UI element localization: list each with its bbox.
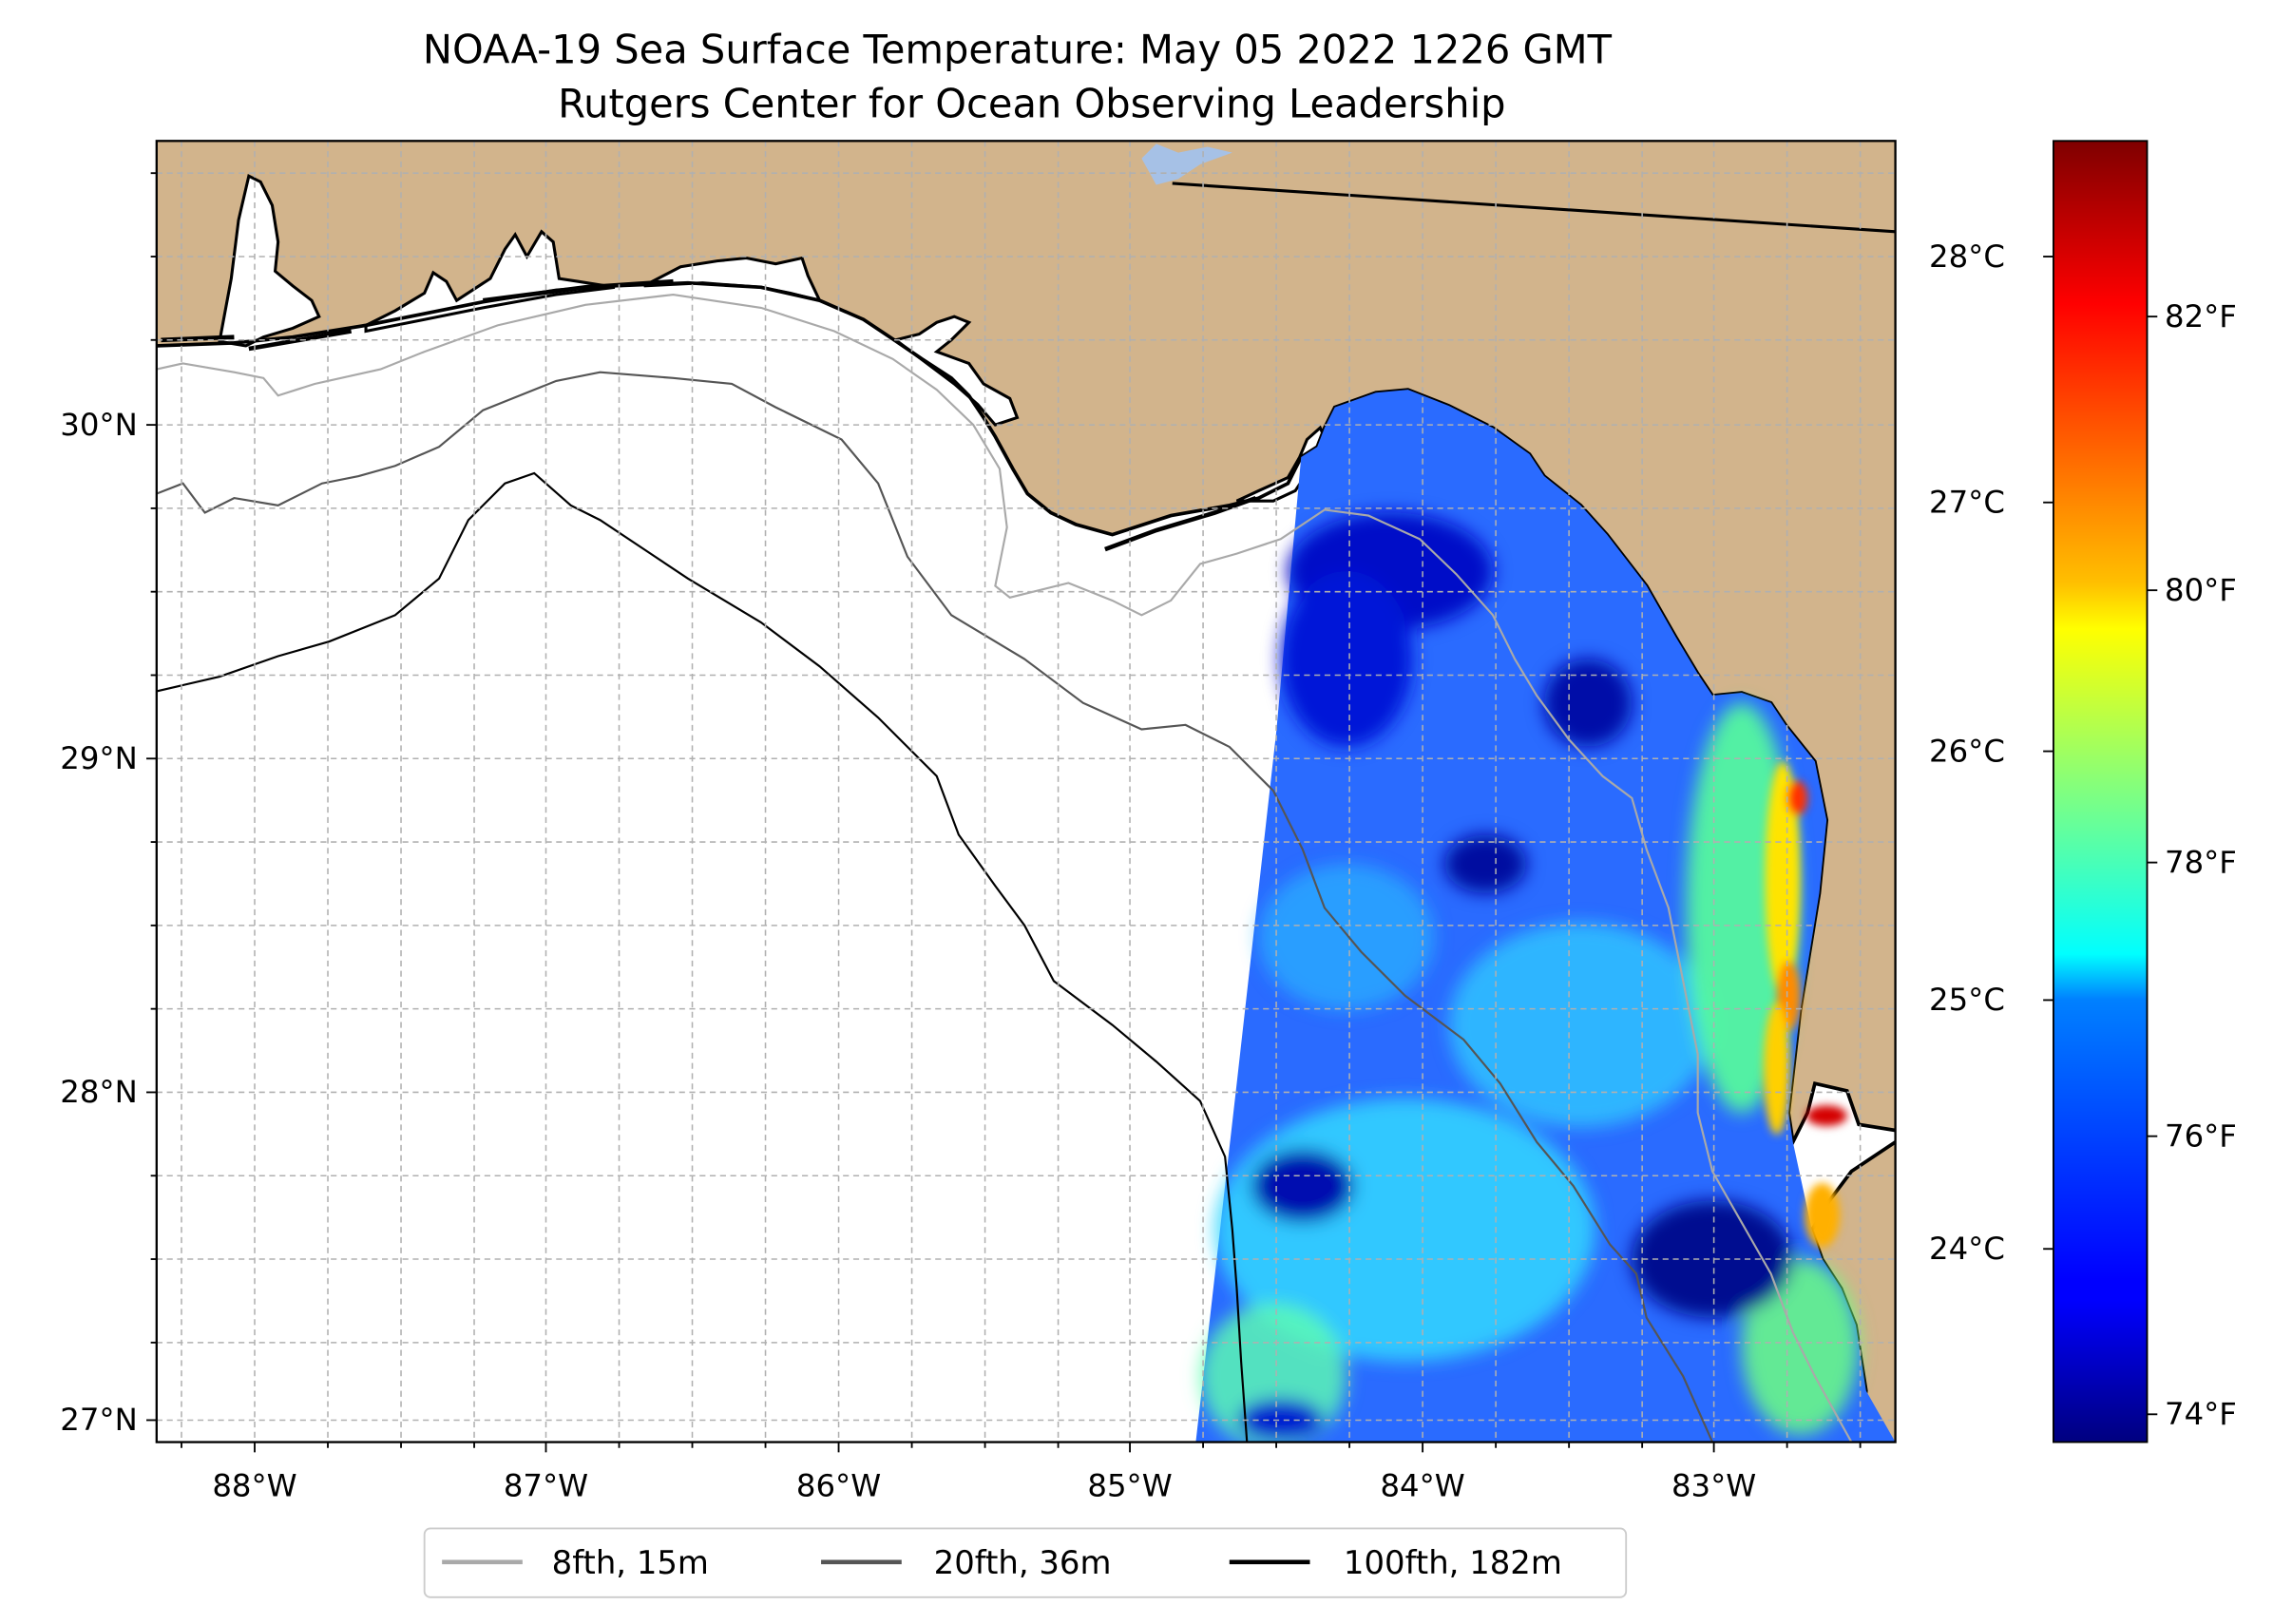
cool-patch-east (1543, 659, 1633, 747)
yellow-strip-south (1763, 1003, 1790, 1136)
title-line-2: Rutgers Center for Ocean Observing Leade… (558, 81, 1505, 127)
legend-box (423, 1527, 1628, 1598)
cool-patch-north2 (1280, 571, 1413, 747)
yellow-tampa (1805, 1182, 1841, 1248)
map-panel (156, 141, 1896, 1442)
lon-tick-88w: 88°W (212, 1468, 296, 1504)
warm-patch-central (1448, 922, 1713, 1128)
map-frame (155, 140, 1897, 1443)
lon-tick-87w: 87°W (504, 1468, 588, 1504)
cbar-f-tick-74: 74°F (2165, 1396, 2237, 1432)
lake-seminole (1141, 143, 1232, 185)
legend: 8fth, 15m 20fth, 36m 100fth, 182m (423, 1527, 1628, 1598)
gridlines (156, 141, 1896, 1442)
lon-tick-83w: 83°W (1671, 1468, 1756, 1504)
cool-patch-mid (1444, 834, 1527, 893)
cool-patch-southwest (1251, 1149, 1354, 1223)
lat-tick-29n: 29°N (60, 740, 137, 776)
mobile-bay (218, 174, 321, 348)
legend-label-20fth: 20fth, 36m (934, 1544, 1112, 1581)
lon-tick-85w: 85°W (1087, 1468, 1172, 1504)
red-spot-coast (1786, 780, 1808, 816)
colorbar-gradient (2053, 140, 2149, 1443)
cbar-c-tick-28: 28°C (1929, 239, 2005, 275)
pensacola-bay (364, 229, 616, 334)
cbar-f-tick-80: 80°F (2165, 572, 2237, 608)
legend-label-8fth: 8fth, 15m (552, 1544, 709, 1581)
cbar-c-tick-27: 27°C (1929, 485, 2005, 521)
cbar-f-tick-76: 76°F (2165, 1118, 2237, 1154)
lon-tick-84w: 84°W (1380, 1468, 1464, 1504)
lat-tick-28n: 28°N (60, 1074, 137, 1110)
cbar-c-tick-25: 25°C (1929, 982, 2005, 1018)
axis-ticks (146, 172, 1862, 1453)
contour-100fth-182m (156, 471, 1249, 1442)
legend-label-100fth: 100fth, 182m (1344, 1544, 1562, 1581)
red-spot-tampa (1805, 1105, 1847, 1126)
lat-tick-27n: 27°N (60, 1402, 137, 1438)
contour-8fth-15m (156, 293, 1853, 1442)
lon-tick-86w: 86°W (796, 1468, 881, 1504)
cbar-f-tick-78: 78°F (2165, 844, 2237, 880)
colorbar: 24°C 25°C 26°C 27°C 28°C 74°F 76°F 78°F … (1929, 140, 2237, 1443)
title-line-1: NOAA-19 Sea Surface Temperature: May 05 … (423, 27, 1613, 73)
warm-patch-mid (1258, 864, 1435, 1011)
cbar-f-tick-82: 82°F (2165, 298, 2237, 334)
contour-20fth-36m (156, 371, 1714, 1442)
land-panhandle (156, 141, 1896, 1142)
yellow-strip-coast (1765, 761, 1801, 996)
big-bend-marsh (1235, 425, 1331, 503)
state-boundary-line (1172, 182, 1896, 234)
cool-patch-south (1236, 1398, 1325, 1442)
cbar-c-tick-26: 26°C (1929, 733, 2005, 769)
lat-tick-30n: 30°N (60, 407, 137, 443)
cbar-c-tick-24: 24°C (1929, 1231, 2005, 1267)
cool-patch-southeast (1632, 1200, 1793, 1318)
